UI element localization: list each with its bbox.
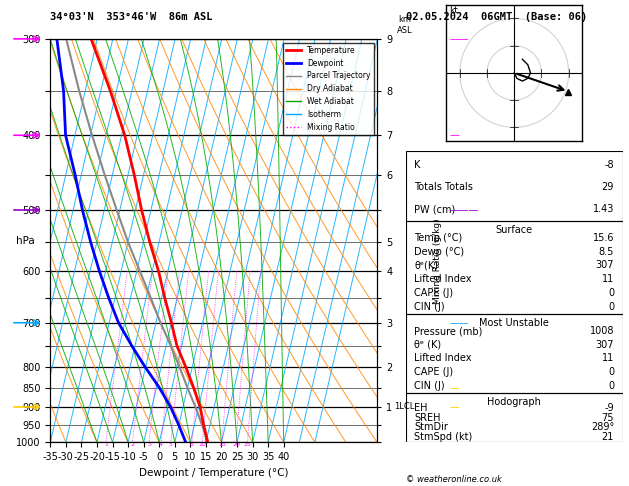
Text: 11: 11 — [602, 353, 614, 364]
Text: 4: 4 — [159, 442, 163, 447]
Text: 20: 20 — [232, 442, 240, 447]
Legend: Temperature, Dewpoint, Parcel Trajectory, Dry Adiabat, Wet Adiabat, Isotherm, Mi: Temperature, Dewpoint, Parcel Trajectory… — [282, 43, 374, 135]
Text: —: — — [449, 402, 459, 412]
Text: CIN (J): CIN (J) — [415, 381, 445, 391]
Text: -9: -9 — [604, 403, 614, 413]
Text: 289°: 289° — [591, 422, 614, 433]
Text: Lifted Index: Lifted Index — [415, 274, 472, 284]
Text: 8.5: 8.5 — [599, 246, 614, 257]
Bar — [406, 393, 623, 442]
Text: 1LCL: 1LCL — [394, 402, 414, 412]
Text: 02.05.2024  06GMT  (Base: 06): 02.05.2024 06GMT (Base: 06) — [406, 12, 587, 22]
Text: Temp (°C): Temp (°C) — [415, 233, 463, 243]
Text: 29: 29 — [602, 182, 614, 192]
Text: 307: 307 — [596, 340, 614, 350]
Text: 10: 10 — [199, 442, 206, 447]
Text: StmSpd (kt): StmSpd (kt) — [415, 433, 472, 442]
X-axis label: Dewpoint / Temperature (°C): Dewpoint / Temperature (°C) — [139, 468, 289, 478]
Text: CAPE (J): CAPE (J) — [415, 288, 454, 298]
Text: 0: 0 — [608, 367, 614, 377]
Text: kt: kt — [449, 6, 458, 15]
Text: Most Unstable: Most Unstable — [479, 318, 549, 329]
Text: Mixing Ratio (g/kg): Mixing Ratio (g/kg) — [433, 218, 442, 304]
Bar — [406, 151, 623, 221]
Text: SREH: SREH — [415, 413, 441, 423]
Text: km
ASL: km ASL — [398, 16, 413, 35]
Text: —: — — [449, 130, 459, 140]
Text: —: — — [449, 383, 459, 393]
Text: Hodograph: Hodograph — [487, 397, 541, 407]
Text: 0: 0 — [608, 302, 614, 312]
Bar — [406, 314, 623, 393]
Text: 75: 75 — [601, 413, 614, 423]
Text: 15: 15 — [218, 442, 226, 447]
Text: 2: 2 — [131, 442, 135, 447]
Text: Surface: Surface — [496, 225, 533, 235]
Text: 0: 0 — [608, 288, 614, 298]
Text: © weatheronline.co.uk: © weatheronline.co.uk — [406, 474, 501, 484]
Text: 8: 8 — [190, 442, 194, 447]
Text: StmDir: StmDir — [415, 422, 448, 433]
Text: K: K — [415, 160, 421, 170]
Text: θᵉ(K): θᵉ(K) — [415, 260, 438, 271]
Text: 21: 21 — [602, 433, 614, 442]
Text: ———: ——— — [449, 205, 479, 215]
Text: ——: —— — [449, 34, 469, 44]
Text: Pressure (mb): Pressure (mb) — [415, 326, 483, 336]
Text: 3: 3 — [147, 442, 151, 447]
Text: 11: 11 — [602, 274, 614, 284]
Text: PW (cm): PW (cm) — [415, 205, 455, 214]
Text: 15.6: 15.6 — [593, 233, 614, 243]
Text: Totals Totals: Totals Totals — [415, 182, 473, 192]
Text: hPa: hPa — [16, 236, 35, 245]
Text: 0: 0 — [608, 381, 614, 391]
Text: 34°03'N  353°46'W  86m ASL: 34°03'N 353°46'W 86m ASL — [50, 12, 213, 22]
Text: 1: 1 — [104, 442, 108, 447]
Bar — [406, 221, 623, 314]
Text: 307: 307 — [596, 260, 614, 271]
Text: 5: 5 — [169, 442, 173, 447]
Text: Lifted Index: Lifted Index — [415, 353, 472, 364]
Text: 1008: 1008 — [589, 326, 614, 336]
Text: Dewp (°C): Dewp (°C) — [415, 246, 464, 257]
Text: θᵉ (K): θᵉ (K) — [415, 340, 442, 350]
Text: 1.43: 1.43 — [593, 205, 614, 214]
Text: 25: 25 — [243, 442, 252, 447]
Text: CIN (J): CIN (J) — [415, 302, 445, 312]
Text: CAPE (J): CAPE (J) — [415, 367, 454, 377]
Text: EH: EH — [415, 403, 428, 413]
Text: -8: -8 — [604, 160, 614, 170]
Text: ——: —— — [449, 318, 469, 328]
